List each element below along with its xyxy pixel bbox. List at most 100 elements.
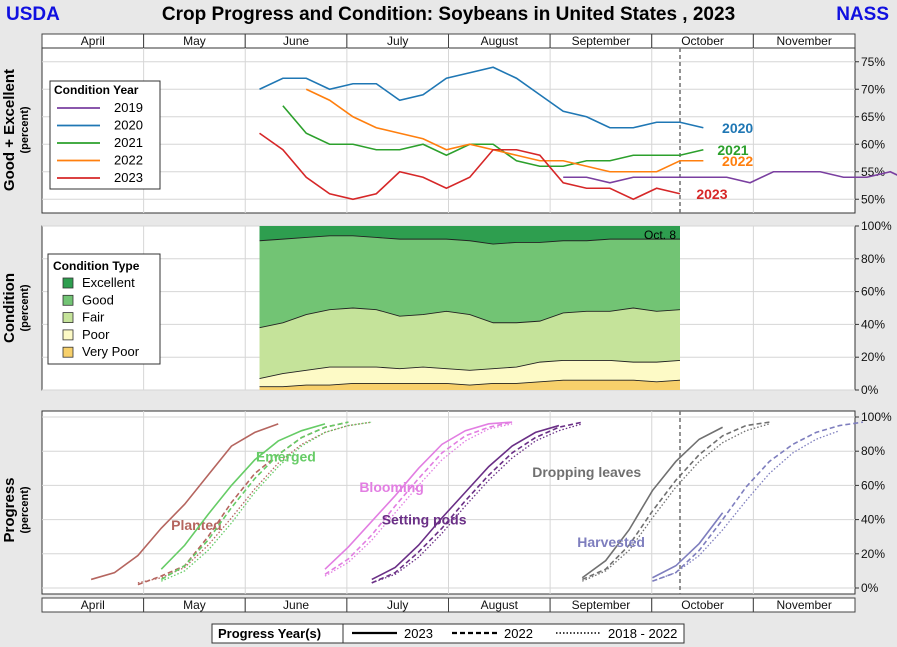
month-cell-bottom <box>752 597 856 613</box>
legend-label-Excellent: Excellent <box>82 275 135 290</box>
series-line-2020 <box>259 66 704 129</box>
y-tick-label-cond: 20% <box>861 350 885 364</box>
month-label-top: November <box>777 34 832 48</box>
progress-line-dropping-leaves-2023 <box>581 426 723 579</box>
month-label-bottom: October <box>681 598 724 612</box>
condition-boundary-very-poor <box>259 379 681 388</box>
progress-line-blooming-2018-2022 <box>324 423 513 577</box>
month-label-top: May <box>183 34 206 48</box>
legend-label-2022: 2022 <box>114 153 143 168</box>
month-label-bottom: August <box>481 598 519 612</box>
progress-line-setting-pods-2023 <box>371 424 560 581</box>
legend-label-2021: 2021 <box>114 135 143 150</box>
progress-line-harvested-2022 <box>652 421 864 582</box>
stage-label-planted: Planted <box>171 517 222 533</box>
legend-label-progress-0: 2023 <box>404 626 433 641</box>
y-tick-label-cond: 60% <box>861 285 885 299</box>
legend-condition-year: Condition Year 2019 2020 2021 2022 2023 <box>49 80 161 190</box>
progress-line-setting-pods-2018-2022 <box>371 423 583 584</box>
y-tick-label-ge: 70% <box>861 82 885 96</box>
legend-progress-years: Progress Year(s) 2023 2022 2018 - 2022 <box>211 623 685 644</box>
series-line-2023 <box>259 132 681 201</box>
condition-boundary-poor <box>259 360 681 379</box>
month-label-top: September <box>572 34 631 48</box>
progress-line-emerged-2022 <box>160 421 349 581</box>
y-tick-label-ge: 50% <box>861 192 885 206</box>
series-end-label-2023: 2023 <box>696 186 727 202</box>
legend-label-2023: 2023 <box>114 170 143 185</box>
y-tick-label-ge: 65% <box>861 110 885 124</box>
month-label-bottom: April <box>81 598 105 612</box>
legend-swatch-Poor <box>62 329 74 341</box>
legend-title-ge: Condition Year <box>54 83 139 97</box>
month-label-bottom: May <box>183 598 206 612</box>
y-axis-title-prog: Progress (percent) <box>1 477 31 542</box>
month-label-bottom: November <box>777 598 832 612</box>
month-label-top: June <box>283 34 309 48</box>
legend-title-prog: Progress Year(s) <box>218 626 321 641</box>
month-label-bottom: September <box>572 598 631 612</box>
y-tick-label-ge: 60% <box>861 137 885 151</box>
progress-line-harvested-2023 <box>652 512 724 579</box>
series-end-label-2022: 2022 <box>722 153 753 169</box>
month-label-bottom: June <box>283 598 309 612</box>
condition-area-good <box>259 235 680 328</box>
progress-line-setting-pods-2022 <box>371 421 583 584</box>
y-tick-label-prog: 0% <box>861 581 879 595</box>
month-label-top: July <box>387 34 408 48</box>
y-tick-label-cond: 80% <box>861 252 885 266</box>
legend-label-Good: Good <box>82 292 114 307</box>
legend-label-Poor: Poor <box>82 327 110 342</box>
y-axis-label-ge: Good + Excellent <box>1 69 18 191</box>
y-axis-unit-ge: (percent) <box>19 106 31 153</box>
y-tick-label-cond: 0% <box>861 383 879 397</box>
y-tick-label-prog: 40% <box>861 513 885 527</box>
legend-swatch-Good <box>62 294 74 306</box>
y-tick-label-prog: 20% <box>861 547 885 561</box>
progress-line-dropping-leaves-2022 <box>581 421 770 581</box>
progress-line-planted-2023 <box>90 423 279 581</box>
condition-boundary-fair <box>259 307 681 329</box>
stage-label-harvested: Harvested <box>577 534 645 550</box>
legend-label-progress-1: 2022 <box>504 626 533 641</box>
y-axis-title-ge: Good + Excellent (percent) <box>1 69 31 191</box>
y-tick-label-prog: 80% <box>861 444 885 458</box>
stage-label-emerged: Emerged <box>256 448 316 464</box>
y-tick-label-prog: 60% <box>861 478 885 492</box>
legend-swatch-Very Poor <box>62 346 74 358</box>
progress-line-blooming-2023 <box>324 421 513 570</box>
legend-label-Very Poor: Very Poor <box>82 344 140 359</box>
y-axis-label-cond: Condition <box>1 273 18 343</box>
month-label-top: October <box>681 34 724 48</box>
legend-label-2019: 2019 <box>114 100 143 115</box>
progress-line-dropping-leaves-2018-2022 <box>582 423 770 582</box>
stage-label-blooming: Blooming <box>359 479 424 495</box>
y-tick-label-cond: 100% <box>861 219 892 233</box>
nass-logo-text: NASS <box>836 4 889 25</box>
y-tick-label-ge: 55% <box>861 165 885 179</box>
legend-condition-type: Condition Type Excellent Good Fair Poor Very … <box>47 253 161 365</box>
y-tick-label-cond: 40% <box>861 317 885 331</box>
progress-line-planted-2018-2022 <box>137 421 372 584</box>
month-label-top: August <box>481 34 519 48</box>
condition-area-excellent <box>259 226 680 245</box>
y-axis-label-prog: Progress <box>1 477 18 542</box>
progress-line-emerged-2023 <box>160 423 326 570</box>
y-axis-unit-cond: (percent) <box>19 284 31 331</box>
series-end-label-2021: 2021 <box>717 142 748 158</box>
condition-boundary-good <box>259 235 680 245</box>
legend-box-ge <box>49 80 161 190</box>
progress-line-harvested-2018-2022 <box>652 430 840 582</box>
usda-logo-text: USDA <box>6 4 60 25</box>
y-axis-title-cond: Condition (percent) <box>1 273 31 343</box>
legend-label-2020: 2020 <box>114 118 143 133</box>
legend-swatch-Excellent <box>62 277 74 289</box>
chart-title: Crop Progress and Condition: Soybeans in… <box>161 4 736 25</box>
stage-label-setting-pods: Setting pods <box>382 512 467 528</box>
condition-area-fair <box>259 308 680 379</box>
legend-box-cond <box>47 253 161 365</box>
legend-swatch-Fair <box>62 312 74 324</box>
month-label-bottom: July <box>387 598 408 612</box>
legend-label-Fair: Fair <box>82 310 105 325</box>
